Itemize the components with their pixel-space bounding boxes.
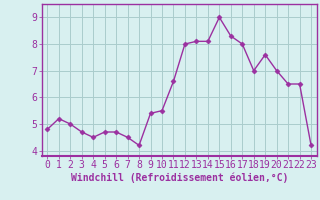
X-axis label: Windchill (Refroidissement éolien,°C): Windchill (Refroidissement éolien,°C) xyxy=(70,173,288,183)
